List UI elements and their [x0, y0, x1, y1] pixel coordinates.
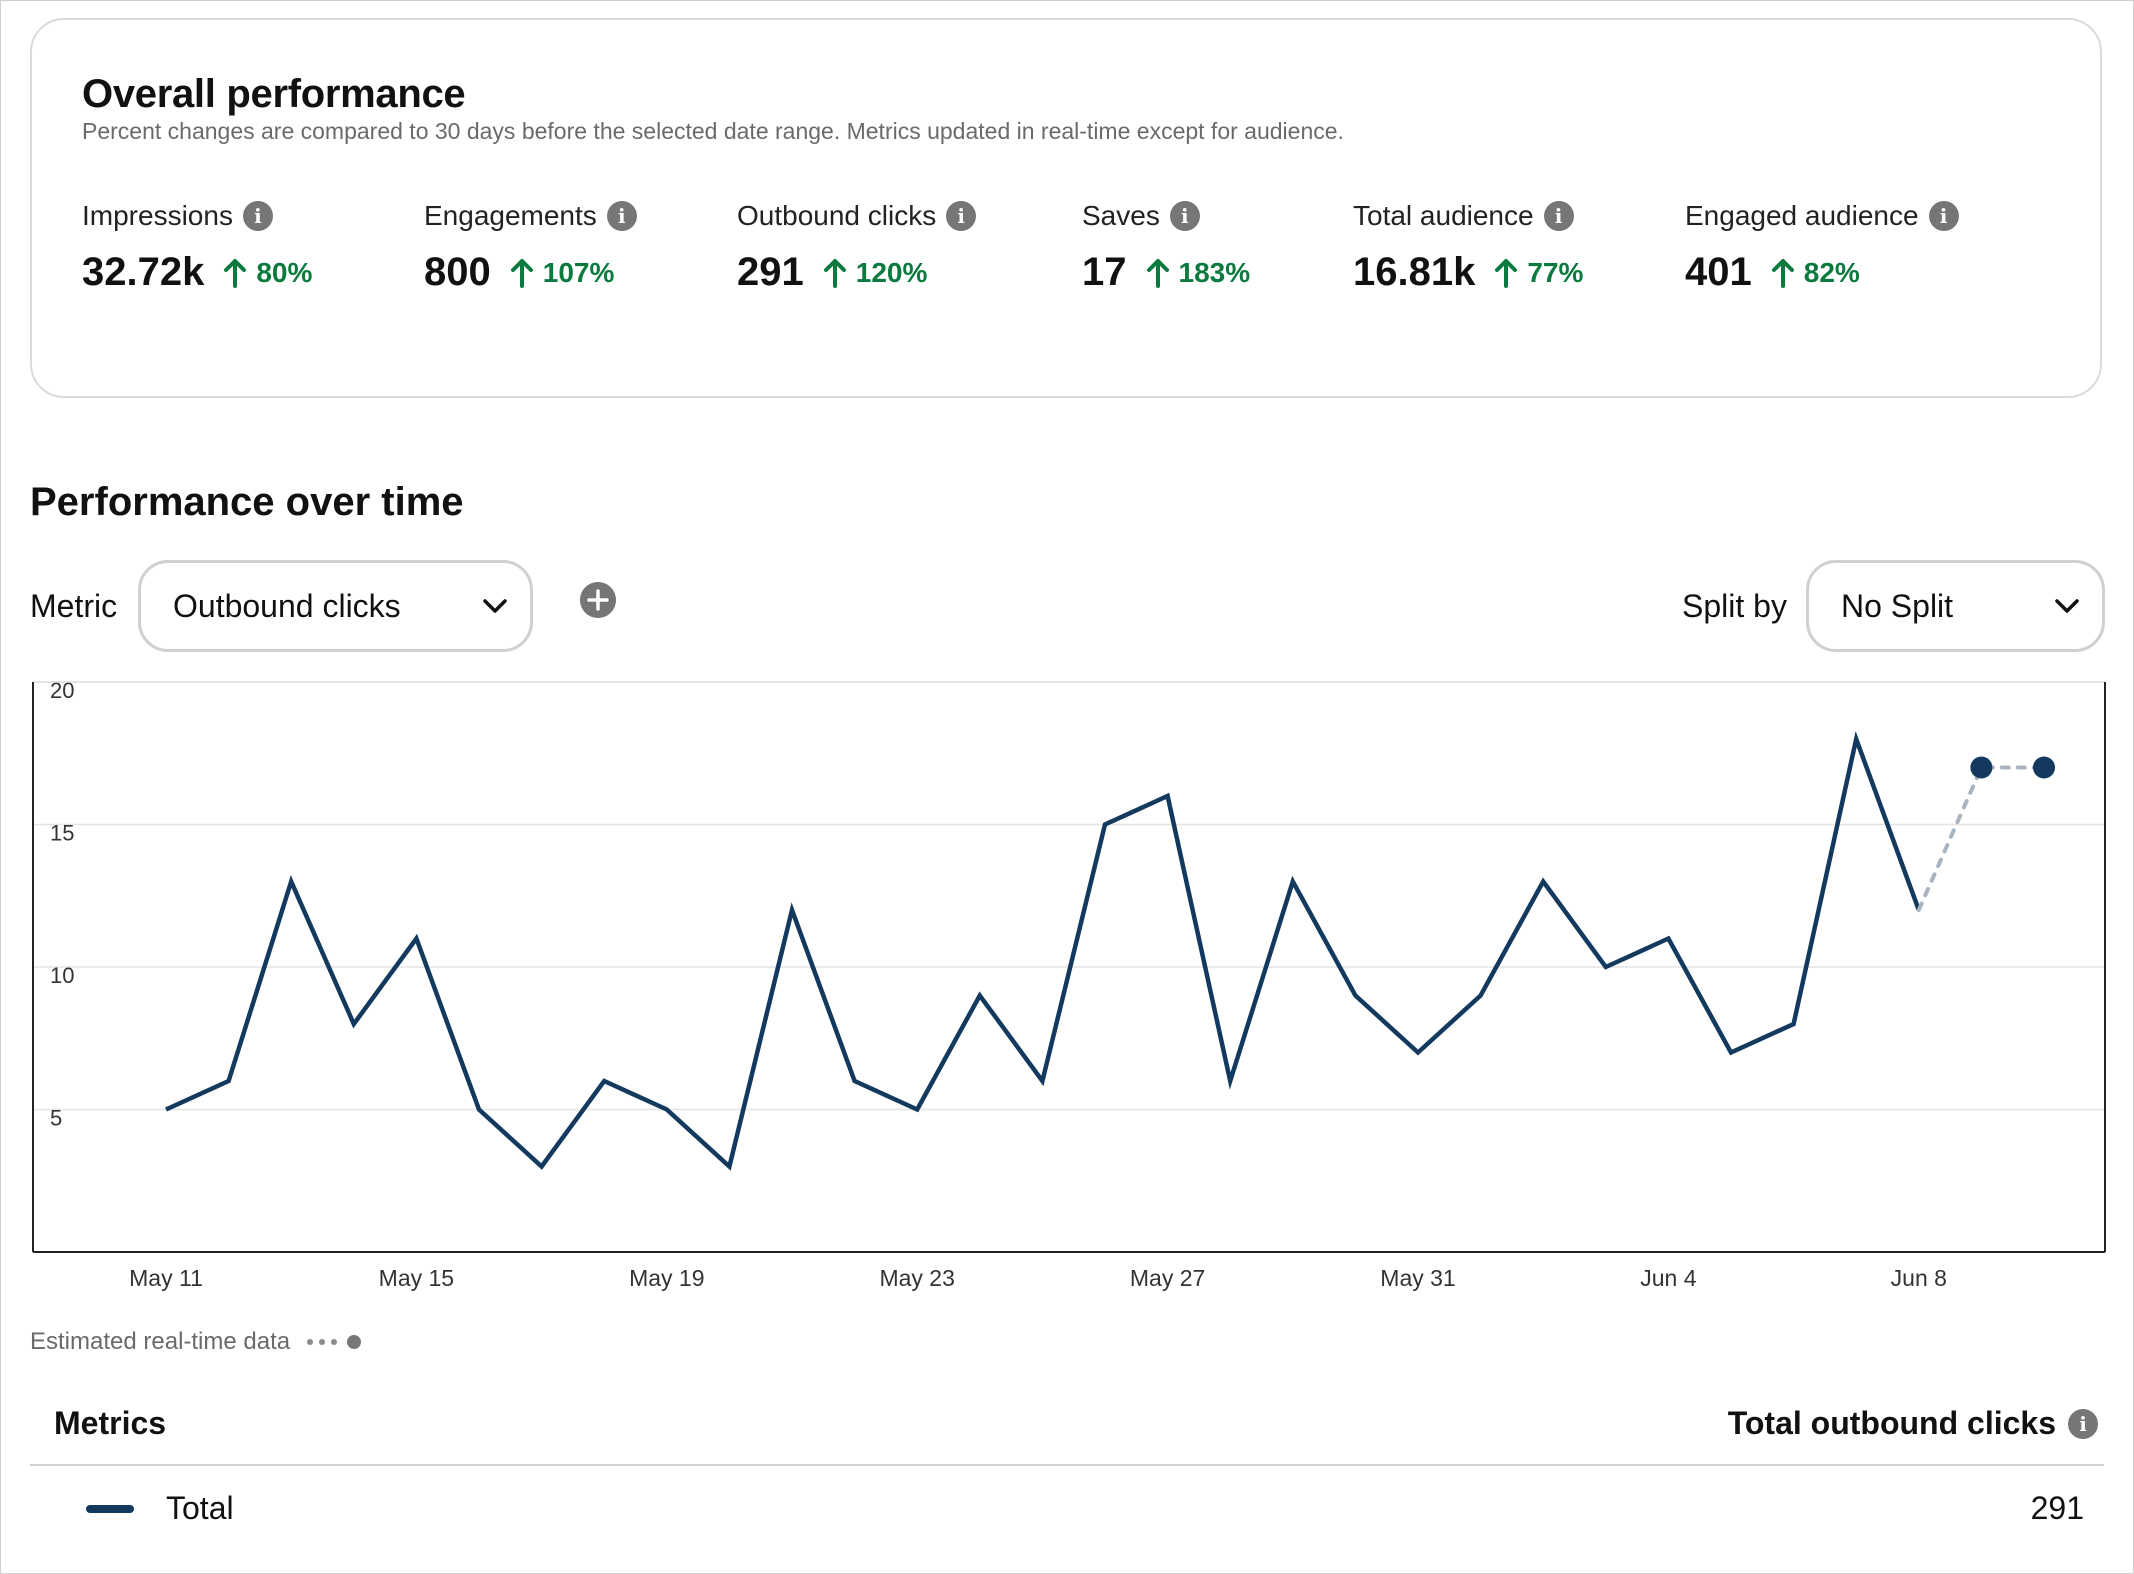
metric-label: Total audience: [1353, 200, 1534, 231]
metric-dropdown-value: Outbound clicks: [173, 587, 401, 624]
metric-engaged-audience: Engaged audience i 401 82%: [1685, 200, 1959, 295]
table-row-label: Total: [166, 1490, 234, 1526]
split-dropdown-value: No Split: [1841, 587, 1954, 624]
metric-value: 401: [1685, 250, 1752, 294]
info-icon[interactable]: i: [1169, 201, 1200, 231]
x-tick-label: May 11: [129, 1265, 203, 1291]
metric-select-label: Metric: [30, 588, 118, 624]
series-swatch: [86, 1505, 134, 1513]
chevron-down-icon: [483, 599, 507, 613]
series-line-total: [165, 730, 1921, 1171]
y-tick-label: 5: [50, 1106, 62, 1131]
overall-performance-card: Overall performance Percent changes are …: [30, 18, 2102, 398]
info-icon[interactable]: i: [606, 201, 637, 231]
estimate-line: [1916, 765, 2046, 912]
plus-circle-icon[interactable]: [580, 582, 616, 618]
metric-outbound-clicks: Outbound clicks i 291 120%: [737, 200, 977, 295]
table-divider: [30, 1464, 2104, 1466]
metric-label: Saves: [1082, 200, 1160, 231]
estimate-note-text: Estimated real-time data: [30, 1328, 291, 1355]
metric-change: 107%: [509, 257, 614, 289]
split-dropdown[interactable]: No Split: [1806, 560, 2105, 652]
overall-title: Overall performance: [82, 72, 466, 116]
info-icon[interactable]: i: [242, 201, 273, 231]
metric-change: 77%: [1493, 257, 1583, 289]
metric-value: 17: [1082, 250, 1127, 294]
x-tick-label: May 19: [629, 1265, 704, 1291]
metric-value: 291: [737, 250, 804, 294]
estimate-legend: Estimated real-time data: [30, 1328, 368, 1356]
metric-label: Outbound clicks: [737, 200, 937, 231]
arrow-up-icon: [1146, 258, 1169, 288]
metric-label: Engaged audience: [1685, 200, 1919, 231]
metric-value: 16.81k: [1353, 250, 1476, 294]
table-row-value: 291: [2030, 1490, 2084, 1526]
metric-label: Engagements: [424, 200, 597, 231]
x-tick-label: May 31: [1380, 1265, 1455, 1291]
metric-change: 82%: [1770, 257, 1860, 289]
metric-total-audience: Total audience i 16.81k 77%: [1353, 200, 1583, 295]
estimate-point: [1970, 756, 1993, 779]
y-tick-label: 10: [50, 963, 74, 988]
info-icon[interactable]: i: [2068, 1408, 2098, 1439]
table-header-metrics: Metrics: [54, 1405, 167, 1441]
arrow-up-icon: [823, 258, 846, 288]
metric-change: 120%: [822, 257, 927, 289]
metric-label: Impressions: [82, 200, 233, 231]
metric-saves: Saves i 17 183%: [1082, 200, 1250, 295]
x-tick-label: May 27: [1130, 1265, 1205, 1291]
x-tick-label: May 23: [879, 1265, 954, 1291]
arrow-up-icon: [224, 258, 247, 288]
metric-dropdown[interactable]: Outbound clicks: [138, 560, 533, 652]
info-icon[interactable]: i: [946, 201, 977, 231]
arrow-up-icon: [1771, 258, 1794, 288]
estimate-point: [2033, 756, 2055, 779]
metric-engagements: Engagements i 800 107%: [424, 200, 637, 295]
x-tick-label: Jun 8: [1891, 1265, 1947, 1291]
metric-value: 800: [424, 250, 491, 294]
metric-impressions: Impressions i 32.72k 80%: [82, 200, 312, 295]
info-icon[interactable]: i: [1928, 201, 1959, 231]
metric-value: 32.72k: [82, 250, 205, 294]
estimate-dots-icon: [307, 1335, 362, 1349]
arrow-up-icon: [1495, 258, 1518, 288]
chevron-down-icon: [2055, 599, 2079, 613]
info-icon[interactable]: i: [1543, 201, 1574, 231]
x-tick-label: Jun 4: [1640, 1265, 1696, 1291]
arrow-up-icon: [510, 258, 533, 288]
split-by-label: Split by: [1682, 588, 1787, 624]
y-tick-label: 15: [50, 821, 74, 846]
performance-title: Performance over time: [30, 480, 464, 524]
table-header-total: Total outbound clicks i: [1728, 1405, 2098, 1442]
x-tick-label: May 15: [379, 1265, 454, 1291]
overall-subtitle: Percent changes are compared to 30 days …: [82, 118, 1344, 144]
table-header-total-label: Total outbound clicks: [1727, 1405, 2056, 1441]
metric-change: 183%: [1145, 257, 1250, 289]
metric-change: 80%: [222, 257, 312, 289]
